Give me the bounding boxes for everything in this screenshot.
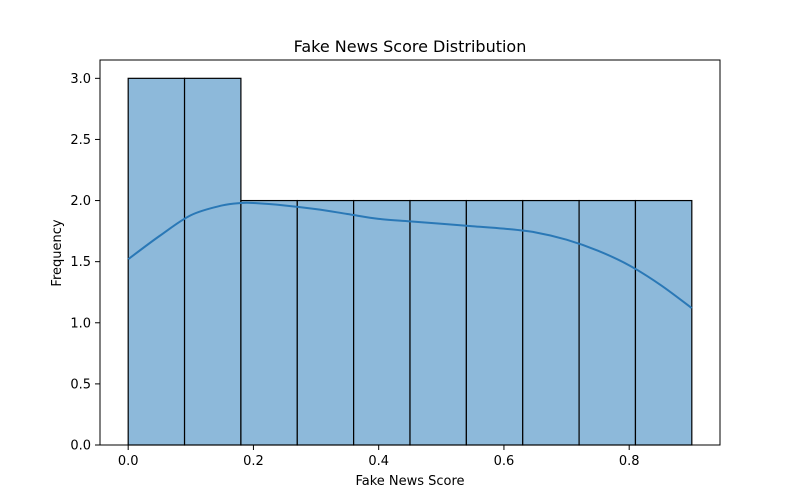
y-tick-label: 1.0 <box>70 316 91 331</box>
x-tick-label: 0.8 <box>619 454 640 469</box>
histogram-bar-9 <box>634 199 693 446</box>
y-tick-label: 2.5 <box>70 133 91 148</box>
x-tick-label: 0.4 <box>368 454 389 469</box>
x-axis: 0.0 0.2 0.4 0.6 0.8 <box>118 445 640 469</box>
y-tick-label: 0.5 <box>70 377 91 392</box>
kde-line <box>127 201 693 309</box>
histogram-bar-8 <box>578 199 637 446</box>
histogram-bar-2 <box>240 199 298 446</box>
histogram-bars <box>127 77 693 446</box>
x-tick-label: 0.2 <box>243 454 264 469</box>
chart-title: Fake News Score Distribution <box>294 37 527 56</box>
plot-area-frame <box>99 59 721 446</box>
y-tick-label: 1.5 <box>70 255 91 270</box>
histogram-bar-0 <box>127 77 186 446</box>
histogram-bar-7 <box>522 199 580 446</box>
histogram-bar-5 <box>409 199 467 446</box>
kde-curve-group <box>127 201 693 309</box>
x-axis-label: Fake News Score <box>355 474 464 489</box>
y-tick-label: 3.0 <box>70 72 91 87</box>
y-tick-label: 0.0 <box>70 439 91 454</box>
y-axis-label: Frequency <box>50 219 65 286</box>
histogram-bar-6 <box>465 199 524 446</box>
y-axis: 0.0 0.5 1.0 1.5 2.0 2.5 3.0 <box>70 72 100 454</box>
histogram-bar-3 <box>296 199 355 446</box>
histogram-bar-1 <box>183 77 242 446</box>
histogram-bar-4 <box>353 199 411 446</box>
x-tick-label: 0.6 <box>494 454 515 469</box>
x-tick-label: 0.0 <box>118 454 139 469</box>
y-tick-label: 2.0 <box>70 194 91 209</box>
